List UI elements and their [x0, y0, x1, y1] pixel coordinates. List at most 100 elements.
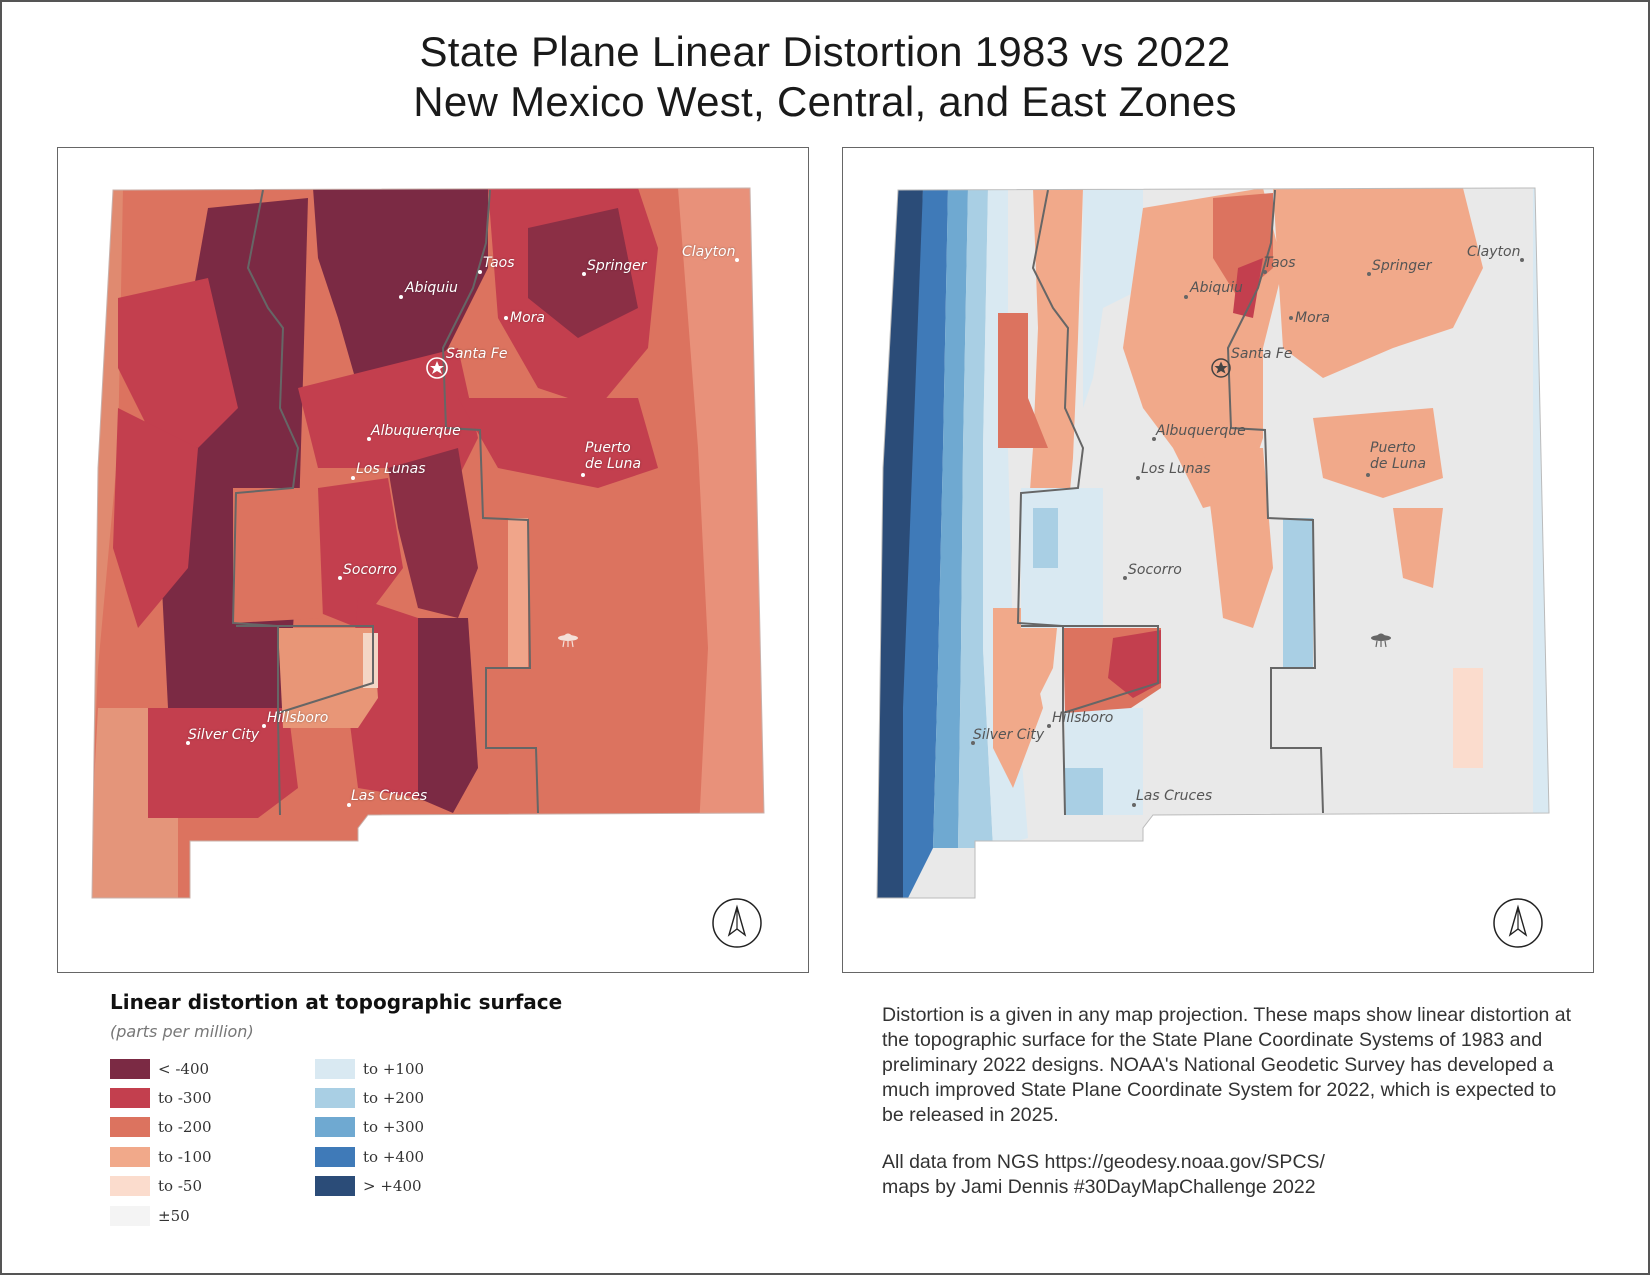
legend-label: to +400 [363, 1148, 425, 1166]
distortion-map-2022 [876, 187, 1550, 948]
city-dot [351, 476, 355, 480]
city-dot [1184, 295, 1188, 299]
city-dot [504, 316, 508, 320]
city-label-albuquerque: Albuquerque [371, 423, 461, 439]
city-label-taos: Taos [483, 255, 515, 271]
map-panel-2022[interactable]: Taos Springer Clayton Abiquiu Mora Santa… [842, 147, 1594, 973]
legend-label: ±50 [158, 1207, 190, 1225]
city-label-hillsboro: Hillsboro [267, 710, 329, 726]
legend-label: to -50 [158, 1177, 202, 1195]
credits-paragraph: All data from NGS https://geodesy.noaa.g… [882, 1151, 1325, 1198]
legend-label: to +300 [363, 1118, 425, 1136]
city-label-silver-city: Silver City [973, 727, 1045, 743]
legend-title: Linear distortion at topographic surface [110, 990, 563, 1014]
city-dot [1132, 803, 1136, 807]
city-label-taos: Taos [1264, 255, 1296, 271]
legend-label: to -300 [158, 1089, 212, 1107]
city-dot [1366, 473, 1370, 477]
legend-label: to -100 [158, 1148, 212, 1166]
legend-label: to +100 [363, 1060, 425, 1078]
north-arrow-icon [1493, 898, 1543, 948]
city-label-clayton: Clayton [682, 244, 736, 260]
legend-swatch [110, 1206, 150, 1226]
legend-item: to -200 [110, 1117, 212, 1137]
legend-label: to +200 [363, 1089, 425, 1107]
city-label-abiquiu: Abiquiu [405, 280, 458, 296]
description: Distortion is a given in any map project… [882, 1003, 1582, 1222]
city-dot [262, 724, 266, 728]
capital-star-icon [426, 357, 448, 379]
legend-item: < -400 [110, 1059, 209, 1079]
city-label-albuquerque: Albuquerque [1156, 423, 1246, 439]
legend-item: ±50 [110, 1206, 190, 1226]
legend-swatch [315, 1088, 355, 1108]
north-arrow-icon [712, 898, 762, 948]
city-dot [971, 741, 975, 745]
zone-boundary-central-east [1226, 189, 1324, 814]
city-dot [186, 741, 190, 745]
city-label-socorro: Socorro [343, 562, 397, 578]
zone-boundary-central-east [441, 189, 539, 814]
distortion-map-1983 [91, 187, 765, 948]
city-dot [1367, 272, 1371, 276]
city-label-clayton: Clayton [1467, 244, 1521, 260]
city-label-mora: Mora [1295, 310, 1330, 326]
city-label-puerto-de-luna: Puerto de Luna [585, 440, 642, 472]
city-dot [478, 270, 482, 274]
description-paragraph: Distortion is a given in any map project… [882, 1004, 1571, 1126]
legend-item: to +100 [315, 1059, 424, 1079]
zone-boundary-west-central [1016, 189, 1085, 816]
map-title-line2: New Mexico West, Central, and East Zones [413, 78, 1237, 125]
ufo-icon [558, 633, 578, 648]
map-title-line1: State Plane Linear Distortion 1983 vs 20… [419, 28, 1231, 75]
city-dot [582, 272, 586, 276]
city-dot [1289, 316, 1293, 320]
city-label-socorro: Socorro [1128, 562, 1182, 578]
city-dot [735, 258, 739, 262]
legend-item: to +200 [315, 1088, 424, 1108]
legend-item: to +400 [315, 1147, 424, 1167]
city-dot [338, 576, 342, 580]
legend-swatch [315, 1176, 355, 1196]
city-label-los-lunas: Los Lunas [1141, 461, 1211, 477]
capital-star-icon [1211, 358, 1231, 378]
city-label-silver-city: Silver City [188, 727, 260, 743]
city-label-puerto-de-luna: Puerto de Luna [1370, 440, 1427, 472]
legend-item: to -100 [110, 1147, 212, 1167]
city-label-las-cruces: Las Cruces [351, 788, 428, 804]
legend-label: > +400 [363, 1177, 422, 1195]
city-dot [581, 473, 585, 477]
legend-swatch [110, 1059, 150, 1079]
zone-boundary-west-central [231, 189, 300, 816]
city-label-springer: Springer [1372, 258, 1432, 274]
city-dot [347, 803, 351, 807]
legend-subtitle: (parts per million) [110, 1022, 254, 1041]
map-panel-1983[interactable]: Taos Springer Clayton Abiquiu Mora Santa… [57, 147, 809, 973]
legend-swatch [110, 1117, 150, 1137]
city-label-hillsboro: Hillsboro [1052, 710, 1114, 726]
city-label-santa-fe: Santa Fe [446, 346, 508, 362]
city-dot [1047, 724, 1051, 728]
city-dot [399, 295, 403, 299]
legend-swatch [315, 1117, 355, 1137]
legend-label: to -200 [158, 1118, 212, 1136]
city-dot [1152, 437, 1156, 441]
city-label-mora: Mora [510, 310, 545, 326]
city-dot [1136, 476, 1140, 480]
city-dot [367, 437, 371, 441]
ufo-icon [1371, 633, 1391, 648]
legend-swatch [110, 1088, 150, 1108]
legend-swatch [110, 1147, 150, 1167]
legend-item: to +300 [315, 1117, 424, 1137]
city-label-las-cruces: Las Cruces [1136, 788, 1213, 804]
city-label-abiquiu: Abiquiu [1190, 280, 1243, 296]
city-label-los-lunas: Los Lunas [356, 461, 426, 477]
legend-swatch [110, 1176, 150, 1196]
legend-item: > +400 [315, 1176, 422, 1196]
legend-label: < -400 [158, 1060, 210, 1078]
legend-item: to -300 [110, 1088, 212, 1108]
legend-swatch [315, 1147, 355, 1167]
city-label-springer: Springer [587, 258, 647, 274]
city-label-santa-fe: Santa Fe [1231, 346, 1293, 362]
